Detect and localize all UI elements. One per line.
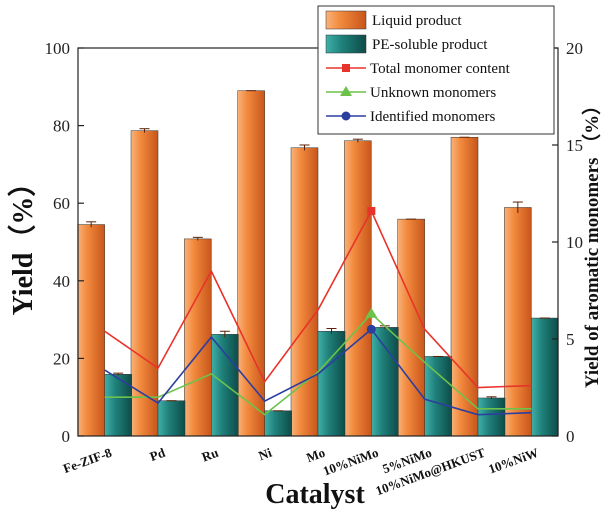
y2-tick-label: 20	[566, 39, 583, 58]
legend: Liquid product PE-soluble product Total mo…	[317, 5, 555, 135]
bar-liquid-product	[344, 140, 372, 437]
category-label: 10%NiMo	[321, 445, 380, 479]
bar-pe-soluble-product	[371, 327, 399, 437]
bar-liquid-product	[504, 207, 532, 437]
point-total-monomer-content	[367, 206, 376, 215]
category-label: 10%NiW	[486, 445, 540, 477]
axes-layer: 0 20 40 60 80 100 0 5 10 15 20	[45, 39, 584, 446]
category-label: Pd	[148, 444, 168, 464]
point-unknown-monomers	[365, 307, 378, 318]
bar-liquid-product	[397, 218, 425, 437]
bar-liquid-product	[290, 147, 319, 437]
legend-marker-identified-monomers	[341, 111, 351, 121]
bar-pe-soluble-product	[477, 397, 506, 437]
bar-pe-soluble-product	[264, 410, 292, 437]
y-tick-label: 0	[62, 427, 71, 446]
y-axis-title: Yield（%）	[6, 169, 39, 316]
legend-label: PE-soluble product	[372, 37, 488, 53]
point-identified-monomers	[366, 324, 376, 334]
legend-swatch-pe-soluble-product	[325, 34, 367, 54]
bar-liquid-product	[450, 136, 479, 437]
category-label: Fe-ZIF-8	[61, 445, 114, 477]
lines-layer	[104, 206, 532, 416]
y-tick-label: 20	[53, 349, 70, 368]
y-tick-label: 40	[53, 272, 70, 291]
x-axis-title: Catalyst	[265, 479, 365, 510]
category-label: Ru	[200, 445, 221, 465]
y2-tick-label: 15	[566, 136, 583, 155]
y2-axis-title: Yield of aromatic monomers （%）	[580, 96, 603, 388]
category-label: Ni	[256, 445, 274, 464]
legend-label: Liquid product	[372, 13, 462, 29]
line-identified-monomers	[104, 328, 532, 416]
bars-layer	[77, 90, 559, 437]
bar-liquid-product	[77, 224, 105, 437]
legend-label: Identified monomers	[370, 109, 496, 125]
y-tick-label: 100	[45, 39, 71, 58]
y2-tick-label: 0	[566, 427, 575, 446]
category-label: Mo	[304, 445, 327, 466]
bar-liquid-product	[130, 130, 159, 437]
legend-swatch-liquid-product	[325, 10, 367, 30]
y2-tick-label: 5	[566, 330, 575, 349]
line-total-monomer-content	[104, 209, 532, 389]
line-unknown-monomers	[104, 312, 532, 416]
y-tick-label: 80	[53, 117, 70, 136]
y2-tick-label: 10	[566, 233, 583, 252]
legend-label: Unknown monomers	[370, 85, 496, 101]
bar-pe-soluble-product	[157, 400, 186, 437]
legend-marker-total-monomer-content	[342, 64, 350, 72]
bar-liquid-product	[184, 238, 212, 437]
legend-marker-unknown-monomers	[340, 86, 352, 96]
legend-label: Total monomer content	[370, 61, 511, 77]
y-tick-label: 60	[53, 194, 70, 213]
bar-pe-soluble-product	[531, 317, 559, 437]
bar-pe-soluble-product	[424, 356, 452, 437]
